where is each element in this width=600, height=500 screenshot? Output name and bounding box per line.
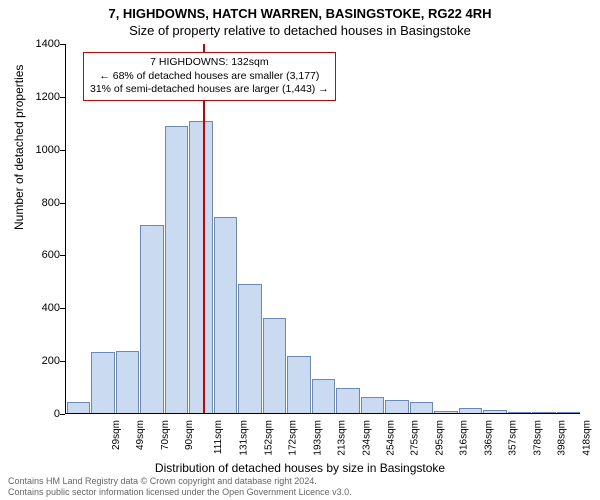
histogram-bar	[532, 412, 556, 413]
y-tick-label: 800	[42, 197, 60, 209]
histogram-bar	[287, 356, 311, 413]
annotation-line2: ← 68% of detached houses are smaller (3,…	[90, 70, 329, 84]
x-tick-label: 336sqm	[483, 420, 494, 456]
x-tick-label: 254sqm	[386, 420, 397, 456]
x-tick-label: 418sqm	[581, 420, 592, 456]
histogram-bar	[385, 400, 409, 413]
footer-line1: Contains HM Land Registry data © Crown c…	[8, 476, 352, 487]
x-axis-label: Distribution of detached houses by size …	[0, 461, 600, 475]
x-tick-label: 29sqm	[111, 420, 122, 450]
x-tick-label: 172sqm	[288, 420, 299, 456]
y-tick-label: 600	[42, 249, 60, 261]
footer-attribution: Contains HM Land Registry data © Crown c…	[8, 476, 352, 498]
histogram-bar	[140, 225, 164, 413]
x-tick-label: 70sqm	[160, 420, 171, 450]
x-tick-label: 131sqm	[239, 420, 250, 456]
histogram-bar	[483, 410, 507, 413]
x-tick-label: 193sqm	[312, 420, 323, 456]
chart-subtitle: Size of property relative to detached ho…	[0, 23, 600, 38]
x-tick-label: 152sqm	[263, 420, 274, 456]
x-tick-label: 357sqm	[508, 420, 519, 456]
y-axis-label: Number of detached properties	[12, 65, 26, 230]
property-size-chart: 7, HIGHDOWNS, HATCH WARREN, BASINGSTOKE,…	[0, 0, 600, 500]
histogram-bar	[214, 217, 238, 413]
x-tick-label: 234sqm	[361, 420, 372, 456]
histogram-bar	[238, 284, 262, 414]
x-tick-label: 378sqm	[532, 420, 543, 456]
histogram-bar	[557, 412, 581, 413]
y-tick-label: 1400	[36, 38, 60, 50]
histogram-bar	[434, 411, 458, 413]
histogram-bar	[263, 318, 287, 413]
histogram-bar	[165, 126, 189, 413]
x-tick-label: 111sqm	[213, 420, 224, 454]
y-tick-label: 400	[42, 302, 60, 314]
footer-line2: Contains public sector information licen…	[8, 487, 352, 498]
histogram-bar	[361, 397, 385, 413]
x-tick-label: 90sqm	[184, 420, 195, 450]
annotation-line3: 31% of semi-detached houses are larger (…	[90, 83, 329, 97]
x-tick-label: 275sqm	[410, 420, 421, 456]
histogram-bar	[508, 412, 532, 413]
histogram-bar	[67, 402, 91, 413]
x-tick-label: 49sqm	[135, 420, 146, 450]
histogram-bar	[410, 402, 434, 413]
histogram-bar	[336, 388, 360, 413]
annotation-line1: 7 HIGHDOWNS: 132sqm	[90, 56, 329, 70]
x-tick-label: 295sqm	[435, 420, 446, 456]
y-tick-label: 200	[42, 355, 60, 367]
histogram-bar	[459, 408, 483, 413]
histogram-bar	[189, 121, 213, 413]
histogram-bar	[312, 379, 336, 413]
histogram-bar	[91, 352, 115, 413]
y-tick-label: 1000	[36, 144, 60, 156]
x-tick-label: 213sqm	[337, 420, 348, 456]
histogram-bar	[116, 351, 140, 413]
x-tick-label: 316sqm	[459, 420, 470, 456]
annotation-box: 7 HIGHDOWNS: 132sqm ← 68% of detached ho…	[83, 52, 336, 101]
chart-title-address: 7, HIGHDOWNS, HATCH WARREN, BASINGSTOKE,…	[0, 6, 600, 21]
y-tick-label: 1200	[36, 91, 60, 103]
x-tick-label: 398sqm	[557, 420, 568, 456]
